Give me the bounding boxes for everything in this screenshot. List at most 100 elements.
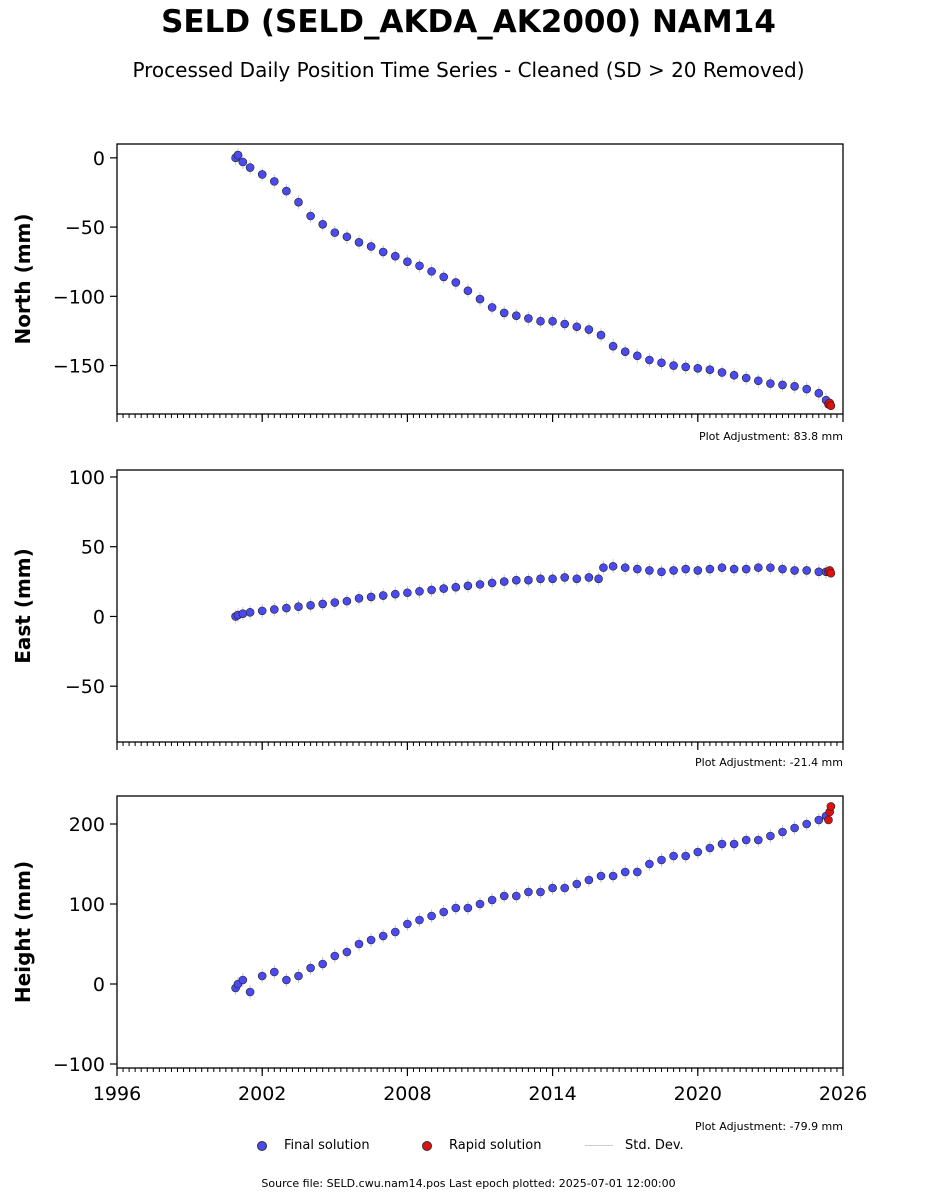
- panel-1-final-point: [584, 325, 594, 334]
- panel-3-final-point: [245, 987, 255, 997]
- panel-2-final-point: [415, 587, 424, 596]
- panel-3-final-point: [802, 819, 812, 829]
- panel-3-final-point: [463, 903, 473, 913]
- panel-2-y-tick-label: 50: [81, 537, 105, 559]
- panel-2-final-point: [560, 573, 570, 582]
- panel-2-y-tick-label: 0: [93, 606, 105, 628]
- legend-marker-stddev: [585, 1145, 613, 1146]
- panel-2-final-point: [487, 578, 497, 588]
- panel-1-final-point: [766, 379, 775, 388]
- panel-3-final-point: [403, 919, 412, 929]
- panel-2-plot-adjustment: Plot Adjustment: -21.4 mm: [695, 756, 843, 769]
- panel-1-plot-adjustment: Plot Adjustment: 83.8 mm: [699, 430, 843, 443]
- panel-3-final-point: [330, 951, 340, 961]
- panel-3-final-point: [390, 927, 400, 937]
- panel-1-rapid-point: [826, 401, 836, 410]
- panel-1-final-point: [681, 362, 691, 372]
- panel-3-plot-adjustment: Plot Adjustment: -79.9 mm: [695, 1120, 843, 1133]
- legend-item-stddev: Std. Dev.: [585, 1138, 684, 1153]
- panel-3-final-point: [257, 971, 267, 981]
- panel-1-final-point: [645, 355, 654, 365]
- panel-2-final-point: [245, 607, 255, 617]
- panel-2-final-point: [645, 566, 654, 575]
- panel-2-final-point: [318, 599, 328, 609]
- panel-3-final-point: [766, 831, 775, 841]
- panel-1-final-point: [257, 170, 267, 179]
- panel-3-final-point: [451, 903, 461, 913]
- panel-2-final-point: [427, 585, 436, 595]
- panel-3-final-point: [354, 939, 364, 949]
- panel-1-final-point: [608, 341, 618, 351]
- panel-3-final-point: [741, 835, 751, 845]
- panel-1-final-point: [560, 319, 570, 329]
- panel-2-final-point: [238, 609, 248, 618]
- panel-1-final-point: [753, 376, 763, 386]
- panel-1-final-point: [378, 247, 388, 257]
- panel-3-final-point: [342, 947, 352, 957]
- panel-3-final-point: [572, 879, 582, 889]
- panel-1-final-point: [717, 368, 727, 377]
- panel-2-final-point: [536, 574, 545, 584]
- panel-2-final-point: [511, 575, 521, 585]
- panel-2-final-point: [717, 563, 727, 572]
- panel-3-final-point: [620, 867, 630, 877]
- panel-1-final-point: [657, 358, 666, 368]
- panel-1-final-point: [318, 220, 328, 229]
- panel-3-final-point: [427, 911, 436, 921]
- panel-3-final-point: [778, 827, 787, 837]
- legend: Final solution Rapid solution Std. Dev.: [0, 1138, 937, 1158]
- panel-1-final-point: [330, 228, 340, 237]
- panel-3-x-tick-label: 2002: [238, 1083, 286, 1105]
- panel-1-final-point: [524, 314, 533, 323]
- legend-item-final: Final solution: [257, 1138, 370, 1153]
- panel-3-y-tick-label: 200: [69, 814, 105, 836]
- legend-item-rapid: Rapid solution: [422, 1138, 541, 1153]
- panel-3-x-tick-label: 2014: [528, 1083, 576, 1105]
- panel-2-final-point: [693, 566, 703, 575]
- panel-2-final-point: [729, 564, 739, 574]
- panel-2-final-point: [524, 575, 533, 585]
- panel-1-final-point: [802, 384, 812, 394]
- panel-2-final-point: [790, 566, 799, 575]
- panel-2-final-point: [475, 580, 485, 589]
- panel-2-final-point: [802, 566, 812, 575]
- panel-3-final-point: [439, 907, 449, 917]
- panel-2-final-point: [257, 606, 267, 616]
- panel-3-final-point: [560, 883, 570, 893]
- panel-2-final-point: [330, 598, 340, 607]
- panel-3-final-point: [499, 891, 509, 901]
- panel-2-final-point: [499, 577, 509, 586]
- panel-3-final-point: [790, 823, 799, 833]
- panel-1-final-point: [487, 303, 497, 312]
- panel-2-final-point: [657, 567, 666, 577]
- panel-2-final-point: [342, 596, 352, 606]
- panel-1-final-point: [390, 251, 400, 261]
- panel-3-final-point: [814, 815, 824, 825]
- panel-3-y-tick-label: −100: [53, 1054, 105, 1076]
- panel-2-y-axis-label: East (mm): [11, 548, 35, 664]
- panel-2-final-point: [753, 563, 763, 572]
- panel-1-final-point: [632, 351, 642, 361]
- panel-3-final-point: [548, 883, 557, 893]
- panel-1-final-point: [741, 373, 751, 383]
- panel-1-y-tick-label: −50: [65, 217, 105, 239]
- panel-2-final-point: [451, 582, 461, 592]
- panel-3-axes-frame: [116, 795, 844, 1069]
- panel-3-y-tick-label: 0: [93, 974, 105, 996]
- panel-3-final-point: [487, 895, 497, 905]
- panel-3-final-point: [415, 915, 424, 925]
- panel-2-final-point: [608, 561, 618, 571]
- panel-2-y-tick-label: −50: [65, 676, 105, 698]
- panel-1-final-point: [778, 380, 787, 390]
- panel-1-y-axis-label: North (mm): [11, 213, 35, 344]
- panel-1-final-point: [536, 316, 545, 326]
- panel-2-final-point: [390, 589, 400, 599]
- panel-3-final-point: [729, 839, 739, 849]
- chart-subtitle: Processed Daily Position Time Series - C…: [132, 58, 805, 82]
- panel-2-final-point: [632, 564, 642, 574]
- panel-1-final-point: [306, 211, 315, 221]
- panel-3-final-point: [705, 843, 715, 853]
- panel-3-x-tick-label: 1996: [93, 1083, 141, 1105]
